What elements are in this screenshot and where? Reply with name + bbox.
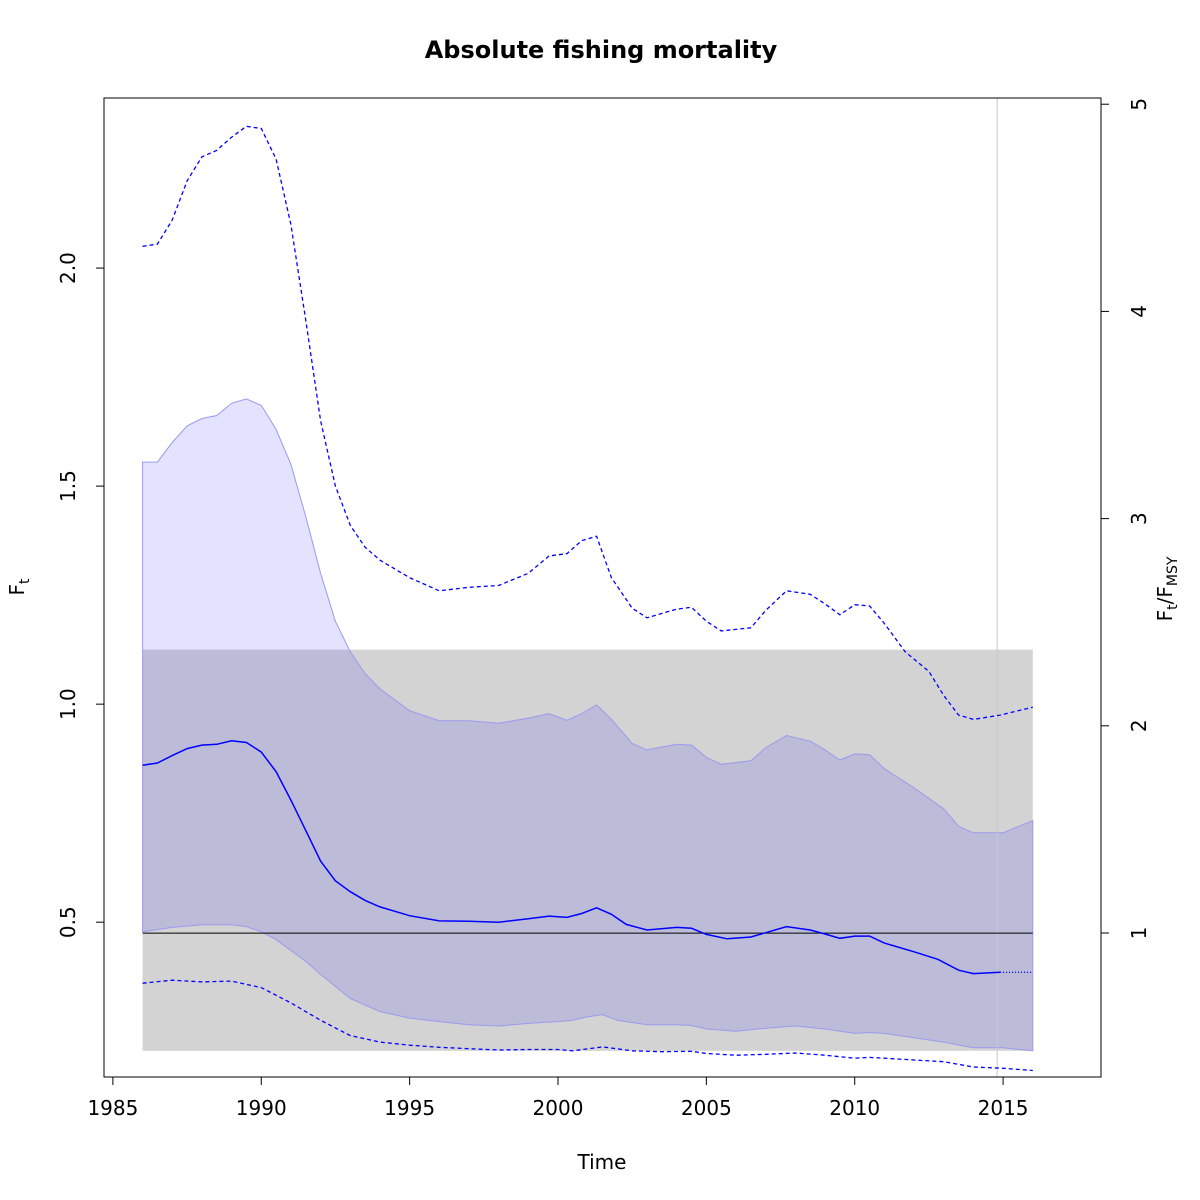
y-axis-label-main: F bbox=[5, 584, 29, 596]
x-axis: 1985 1990 1995 2000 2005 2010 2015 bbox=[87, 1076, 1029, 1120]
f-ci-ribbon-edge bbox=[142, 398, 1034, 1052]
x-tick-label: 1985 bbox=[87, 1096, 138, 1120]
y-axis-label: Ft bbox=[5, 578, 33, 596]
y-axis: 0.5 1.0 1.5 2.0 bbox=[56, 252, 105, 938]
x-tick-label: 2000 bbox=[533, 1096, 584, 1120]
y2-tick-label: 3 bbox=[1127, 512, 1151, 525]
y2-axis-label: Ft/FMSY bbox=[1153, 556, 1181, 621]
y-tick-label: 1.0 bbox=[56, 688, 80, 720]
y2-axis: 1 2 3 4 5 bbox=[1100, 98, 1151, 940]
plot-layer bbox=[142, 98, 1034, 1077]
y2-label-num: F bbox=[1153, 610, 1177, 622]
y2-label-den-sub: MSY bbox=[1165, 556, 1181, 586]
y2-tick-label: 4 bbox=[1127, 305, 1151, 318]
f-estimate-line bbox=[142, 740, 1001, 975]
y-tick-label: 2.0 bbox=[56, 252, 80, 284]
x-tick-label: 2005 bbox=[681, 1096, 732, 1120]
y-tick-label: 1.5 bbox=[56, 470, 80, 502]
chart-title: Absolute fishing mortality bbox=[425, 36, 778, 64]
y2-tick-label: 2 bbox=[1127, 719, 1151, 732]
y2-label-num-sub: t bbox=[1165, 604, 1181, 610]
f-lower-ci-line bbox=[142, 979, 1033, 1072]
svg-text:Ft: Ft bbox=[5, 578, 33, 596]
y-tick-label: 0.5 bbox=[56, 906, 80, 938]
x-tick-label: 1990 bbox=[236, 1096, 287, 1120]
y2-tick-label: 1 bbox=[1127, 927, 1151, 940]
x-axis-label: Time bbox=[577, 1150, 627, 1174]
y-axis-label-sub: t bbox=[17, 578, 33, 584]
x-tick-label: 2010 bbox=[829, 1096, 880, 1120]
y2-label-den: F bbox=[1153, 586, 1177, 598]
x-tick-label: 2015 bbox=[978, 1096, 1029, 1120]
f-ci-ribbon-overlap bbox=[142, 649, 1033, 1051]
y2-label-sep: / bbox=[1153, 597, 1177, 604]
svg-text:Ft/FMSY: Ft/FMSY bbox=[1153, 556, 1181, 621]
y2-tick-label: 5 bbox=[1127, 98, 1151, 111]
f-upper-ci-line bbox=[142, 125, 1033, 721]
x-tick-label: 1995 bbox=[384, 1096, 435, 1120]
